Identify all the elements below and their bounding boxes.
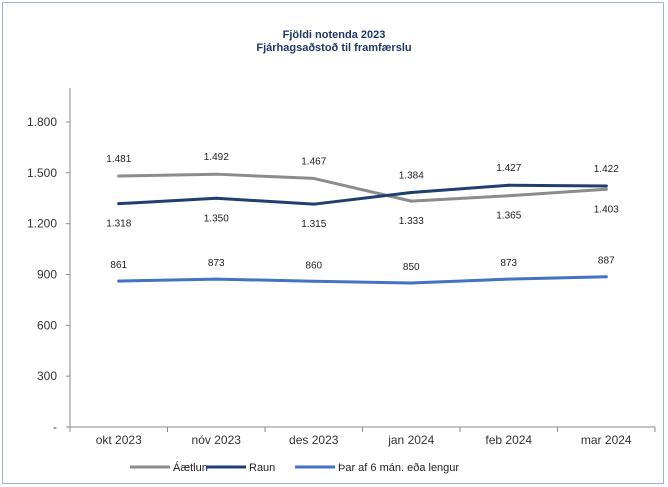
data-label: 850 bbox=[403, 262, 420, 273]
y-tick-label: 600 bbox=[37, 318, 57, 332]
x-tick-label: nóv 2023 bbox=[192, 433, 242, 447]
y-tick-label: 1.500 bbox=[27, 166, 57, 180]
data-label: 1.350 bbox=[204, 213, 229, 224]
data-point bbox=[604, 184, 608, 188]
data-label: 873 bbox=[500, 258, 517, 269]
x-tick-label: des 2023 bbox=[289, 433, 339, 447]
data-point bbox=[214, 277, 218, 281]
data-label: 873 bbox=[208, 258, 225, 269]
x-tick-label: feb 2024 bbox=[485, 433, 532, 447]
data-point bbox=[409, 190, 413, 194]
series-line-0 bbox=[117, 172, 608, 203]
data-point bbox=[312, 202, 316, 206]
legend-label: Raun bbox=[249, 462, 275, 474]
data-label: 1.315 bbox=[301, 219, 326, 230]
data-label: 1.365 bbox=[496, 211, 521, 222]
series-line-2 bbox=[117, 275, 608, 285]
chart-title: Fjöldi notenda 2023 bbox=[282, 29, 386, 41]
data-point bbox=[117, 202, 121, 206]
data-point bbox=[507, 194, 511, 198]
data-point bbox=[409, 199, 413, 203]
data-label: 887 bbox=[598, 256, 615, 267]
series-line-1 bbox=[117, 183, 608, 206]
y-tick-label: 1.200 bbox=[27, 217, 57, 231]
x-tick-label: okt 2023 bbox=[96, 433, 142, 447]
data-label: 1.422 bbox=[594, 164, 619, 175]
data-label: 1.467 bbox=[301, 156, 326, 167]
legend-label: Áætlun bbox=[173, 461, 208, 474]
data-point bbox=[507, 277, 511, 281]
y-tick-label: 300 bbox=[37, 369, 57, 383]
y-tick-label: 1.800 bbox=[27, 115, 57, 129]
legend-label: Þar af 6 mán. eða lengur bbox=[338, 462, 459, 474]
data-point bbox=[214, 172, 218, 176]
data-label: 1.333 bbox=[399, 216, 424, 227]
data-label: 1.427 bbox=[496, 163, 521, 174]
data-label: 860 bbox=[305, 260, 322, 271]
data-point bbox=[604, 187, 608, 191]
data-point bbox=[117, 279, 121, 283]
data-point bbox=[312, 279, 316, 283]
data-point bbox=[312, 176, 316, 180]
data-point bbox=[507, 183, 511, 187]
data-label: 1.403 bbox=[594, 204, 619, 215]
data-label: 1.492 bbox=[204, 152, 229, 163]
data-label: 1.318 bbox=[106, 219, 131, 230]
chart-title-block: Fjöldi notenda 2023 Fjárhagsaðstoð til f… bbox=[0, 29, 668, 55]
data-point bbox=[604, 275, 608, 279]
y-tick-label: 900 bbox=[37, 268, 57, 282]
data-point bbox=[117, 174, 121, 178]
x-tick-label: mar 2024 bbox=[581, 433, 632, 447]
chart-subtitle: Fjárhagsaðstoð til framfærslu bbox=[256, 42, 412, 54]
data-point bbox=[214, 196, 218, 200]
data-label: 1.384 bbox=[399, 170, 424, 181]
data-point bbox=[409, 281, 413, 285]
y-tick-label: - bbox=[53, 420, 57, 434]
data-label: 1.481 bbox=[106, 154, 131, 165]
x-tick-label: jan 2024 bbox=[387, 433, 434, 447]
data-label: 861 bbox=[110, 260, 127, 271]
